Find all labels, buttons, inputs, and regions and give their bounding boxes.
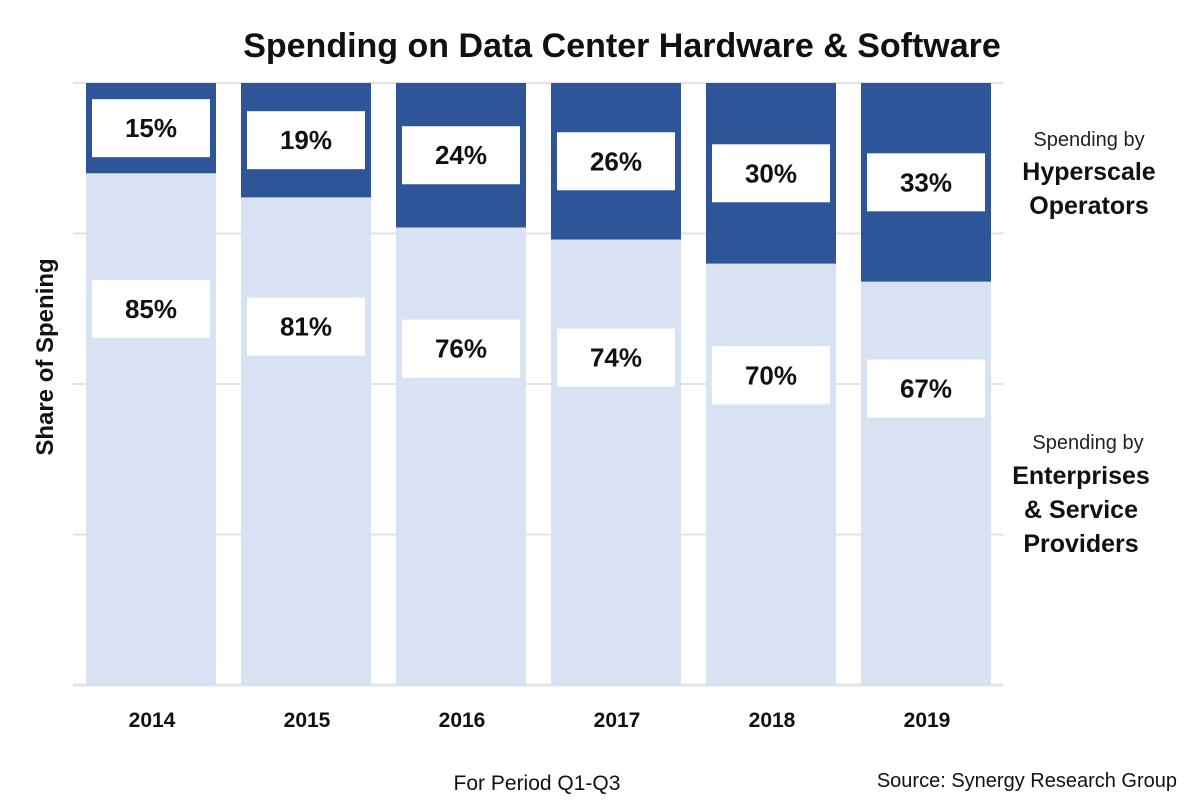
label-box-enterprises-2018 (712, 346, 830, 405)
legend-hyperscale-line-1: Hyperscale (1022, 158, 1156, 186)
legend-enterprises-small: Spending by (1032, 432, 1143, 454)
data-label-hyperscale-2015: 19% (280, 125, 332, 155)
data-label-enterprises-2014: 85% (125, 294, 177, 324)
label-box-hyperscale-2014 (92, 99, 210, 158)
data-label-hyperscale-2014: 15% (125, 113, 177, 143)
data-label-enterprises-2019: 67% (900, 374, 952, 404)
data-label-enterprises-2015: 81% (280, 312, 332, 342)
legend-enterprises: Spending by Enterprises & Service Provid… (1012, 432, 1150, 558)
data-label-hyperscale-2018: 30% (745, 158, 797, 188)
legend-hyperscale-small: Spending by (1033, 129, 1144, 151)
label-box-hyperscale-2015 (247, 111, 365, 170)
label-box-enterprises-2017 (557, 328, 675, 387)
bars (86, 83, 991, 686)
x-axis-label: For Period Q1-Q3 (454, 772, 621, 795)
label-box-hyperscale-2017 (557, 132, 675, 191)
legend-enterprises-line-2: & Service (1024, 496, 1138, 524)
label-box-enterprises-2016 (402, 319, 520, 378)
label-box-hyperscale-2019 (867, 153, 985, 212)
label-box-hyperscale-2018 (712, 144, 830, 203)
label-box-enterprises-2014 (92, 279, 210, 338)
data-label-enterprises-2018: 70% (745, 360, 797, 390)
legend-enterprises-line-1: Enterprises (1012, 462, 1150, 490)
data-label-enterprises-2016: 76% (435, 334, 487, 364)
chart-title: Spending on Data Center Hardware & Softw… (243, 27, 1001, 65)
x-tick-2015: 2015 (284, 709, 331, 732)
segment-labels: 15% 85% 19% 81% 24% 76% 26% 74% 30% 70% 33% 67% (92, 99, 985, 418)
label-box-enterprises-2015 (247, 297, 365, 356)
bar-enterprises-2018 (706, 263, 836, 685)
x-tick-2014: 2014 (129, 709, 176, 732)
legend-enterprises-line-3: Providers (1023, 530, 1138, 558)
x-tick-2018: 2018 (749, 709, 796, 732)
data-label-hyperscale-2016: 24% (435, 140, 487, 170)
y-axis-label: Share of Spening (32, 258, 59, 455)
data-label-enterprises-2017: 74% (590, 343, 642, 373)
data-label-hyperscale-2017: 26% (590, 146, 642, 176)
x-tick-2017: 2017 (594, 709, 641, 732)
bar-enterprises-2014 (86, 173, 216, 686)
bar-enterprises-2015 (241, 197, 371, 685)
legend-hyperscale: Spending by Hyperscale Operators (1022, 129, 1156, 220)
data-label-hyperscale-2019: 33% (900, 167, 952, 197)
label-box-hyperscale-2016 (402, 126, 520, 185)
label-box-enterprises-2019 (867, 359, 985, 418)
x-tick-2019: 2019 (904, 709, 951, 732)
bar-enterprises-2017 (551, 239, 681, 685)
x-tick-2016: 2016 (439, 709, 486, 732)
legend-hyperscale-line-2: Operators (1029, 192, 1148, 220)
bar-enterprises-2016 (396, 227, 526, 686)
source-note: Source: Synergy Research Group (877, 770, 1177, 792)
bar-enterprises-2019 (861, 281, 991, 685)
gridlines (73, 82, 1003, 687)
x-tick-labels: 2014 2015 2016 2017 2018 2019 (129, 709, 951, 732)
